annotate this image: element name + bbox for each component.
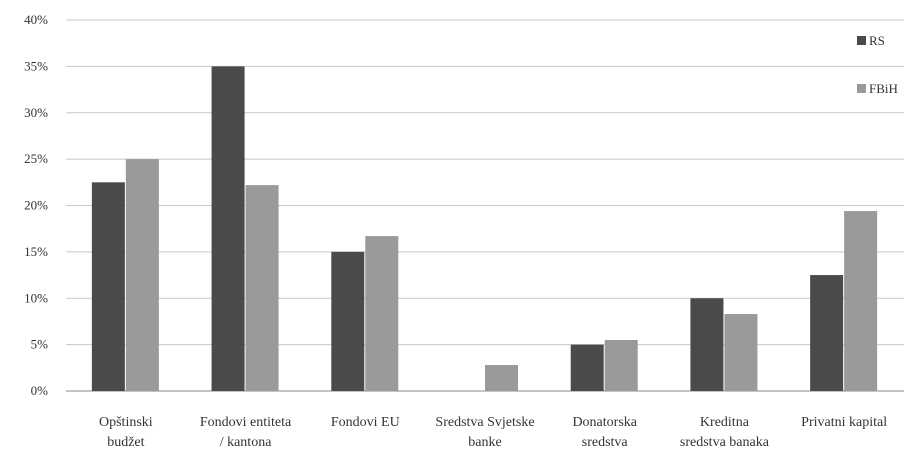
y-tick-label: 25%	[24, 151, 48, 166]
y-tick-label: 30%	[24, 105, 48, 120]
bar-rs	[810, 275, 844, 391]
bar-fbih	[245, 185, 279, 391]
legend-label-rs: RS	[869, 33, 885, 48]
bars	[91, 66, 878, 391]
x-category-label: Kreditna	[700, 415, 750, 430]
x-category-label: sredstva	[582, 435, 629, 450]
bar-fbih	[365, 236, 399, 391]
y-tick-label: 20%	[24, 198, 48, 213]
y-tick-label: 0%	[31, 383, 49, 398]
bar-rs	[690, 298, 724, 391]
legend-label-fbih: FBiH	[869, 81, 898, 96]
x-category-label: / kantona	[220, 435, 272, 450]
bar-fbih	[485, 365, 518, 391]
legend: RS FBiH	[857, 33, 898, 96]
x-category-label: Sredstva Svjetske	[435, 415, 534, 430]
x-category-label: Opštinski	[99, 415, 153, 430]
bar-fbih	[724, 314, 758, 391]
bar-rs	[331, 251, 365, 391]
bar-rs	[570, 344, 604, 391]
x-category-label: Fondovi entiteta	[200, 415, 292, 430]
bar-rs	[91, 182, 125, 391]
x-category-label: Fondovi EU	[331, 415, 400, 430]
y-tick-label: 15%	[24, 244, 48, 259]
bar-fbih	[604, 339, 638, 391]
x-category-label: Privatni kapital	[801, 415, 887, 430]
bar-fbih	[125, 159, 159, 391]
grid-lines	[66, 19, 904, 392]
x-axis-labels: Opštinski budžet Fondovi entiteta / kantona…	[99, 415, 887, 450]
x-category-label: Donatorska	[572, 415, 637, 430]
y-tick-label: 35%	[24, 58, 48, 73]
x-category-label: banke	[468, 435, 501, 450]
y-tick-label: 5%	[31, 337, 49, 352]
legend-swatch-fbih	[857, 84, 866, 93]
y-tick-label: 40%	[24, 12, 48, 27]
bar-fbih	[844, 211, 878, 391]
x-category-label: budžet	[107, 435, 144, 450]
y-tick-label: 10%	[24, 290, 48, 305]
y-axis-ticks: 0% 5% 10% 15% 20% 25% 30% 35% 40%	[24, 12, 48, 398]
x-category-label: sredstva banaka	[680, 435, 770, 450]
bar-rs	[211, 66, 245, 391]
legend-swatch-rs	[857, 36, 866, 45]
